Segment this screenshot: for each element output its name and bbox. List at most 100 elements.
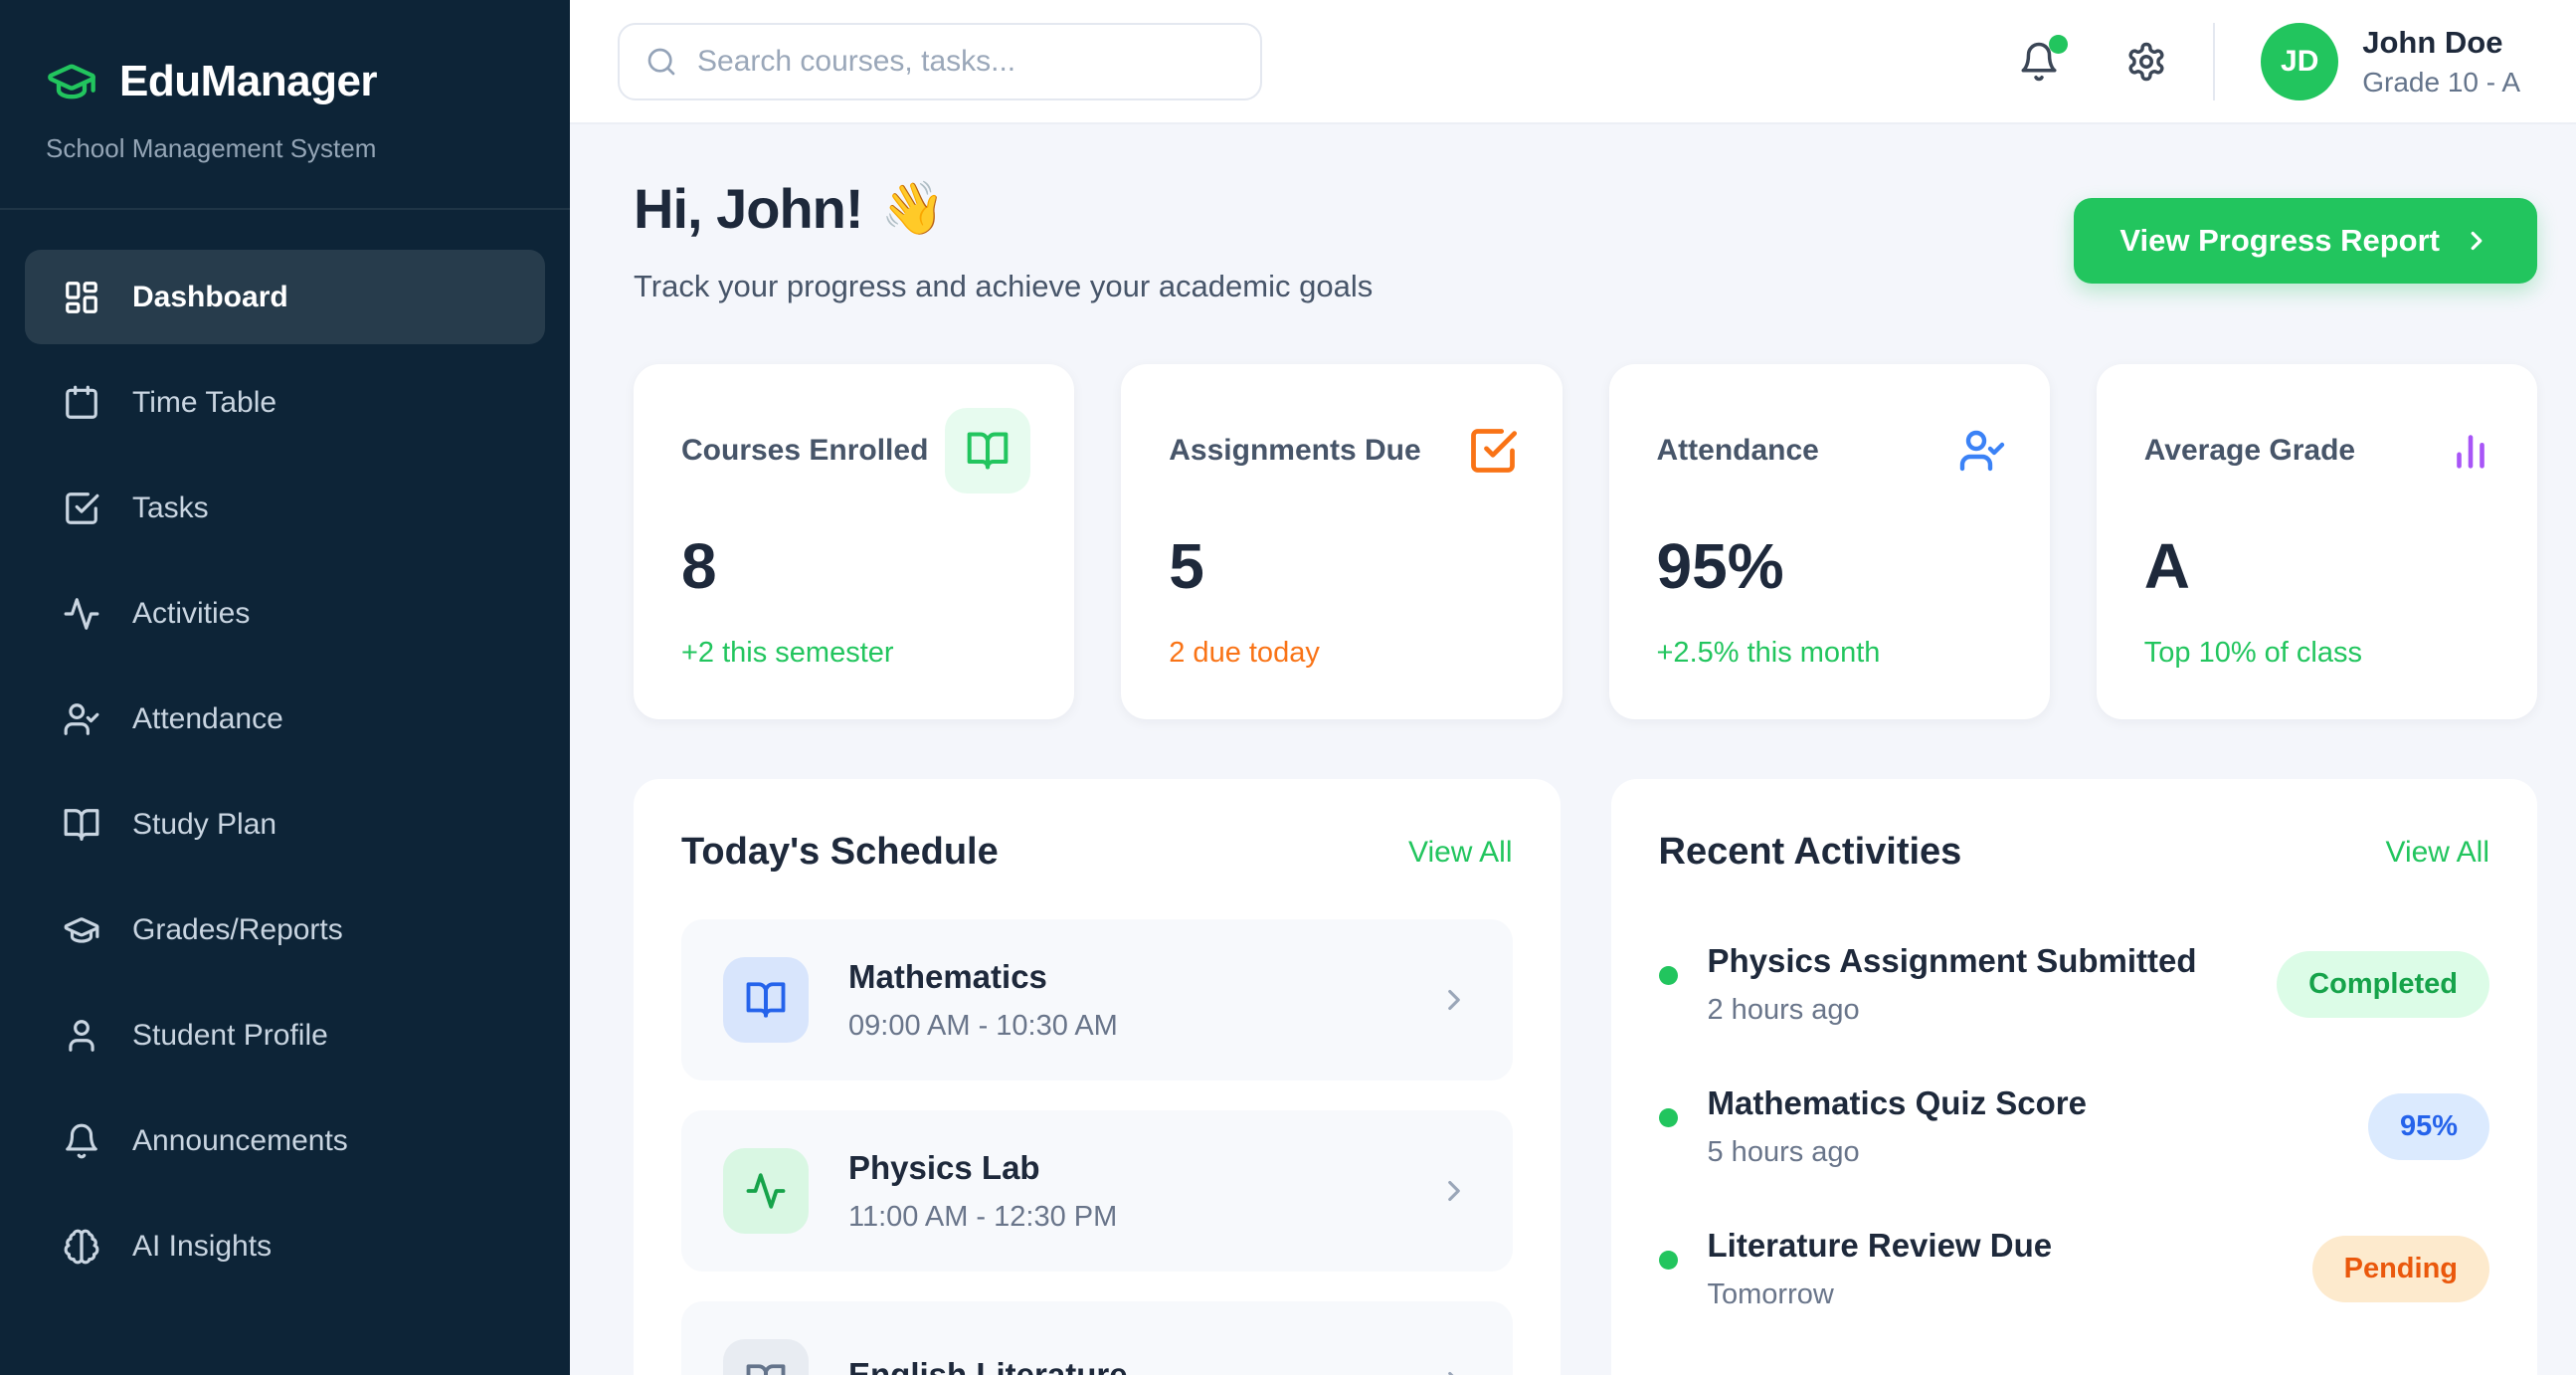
stat-note: +2.5% this month bbox=[1656, 637, 1881, 669]
search-icon bbox=[645, 46, 677, 78]
schedule-view-all-link[interactable]: View All bbox=[1407, 835, 1513, 869]
user-check-icon bbox=[63, 700, 100, 738]
schedule-item-time: 11:00 AM - 12:30 PM bbox=[848, 1200, 1118, 1233]
status-badge: Pending bbox=[2311, 1236, 2489, 1302]
activity-info: Literature Review Due Tomorrow bbox=[1708, 1227, 2283, 1311]
page-subtitle: Track your progress and achieve your aca… bbox=[634, 269, 1374, 303]
user-meta: John Doe Grade 10 - A bbox=[2362, 25, 2520, 98]
user-grade: Grade 10 - A bbox=[2362, 66, 2520, 98]
panel-title: Today's Schedule bbox=[681, 831, 999, 873]
schedule-item-english-literature[interactable]: English Literature bbox=[681, 1301, 1513, 1375]
sidebar-item-study-plan[interactable]: Study Plan bbox=[25, 777, 545, 872]
sidebar-item-dashboard[interactable]: Dashboard bbox=[25, 250, 545, 344]
activity-title: Physics Assignment Submitted bbox=[1707, 942, 2197, 979]
stat-note: Top 10% of class bbox=[2143, 637, 2362, 669]
stat-card-courses-enrolled: Courses Enrolled 8 +2 this semester bbox=[634, 364, 1075, 719]
activity-time: 5 hours ago bbox=[1707, 1136, 1860, 1168]
stat-value: 5 bbox=[1169, 530, 1204, 602]
topbar: JD John Doe Grade 10 - A bbox=[570, 0, 2576, 124]
settings-button[interactable] bbox=[2125, 41, 2167, 83]
user-check-icon bbox=[1958, 427, 2006, 475]
bell-icon bbox=[63, 1122, 100, 1160]
panel-title: Recent Activities bbox=[1658, 831, 1962, 873]
stat-value: A bbox=[2143, 530, 2190, 602]
activity-time: 2 hours ago bbox=[1707, 994, 1860, 1026]
activities-view-all-link[interactable]: View All bbox=[2385, 835, 2489, 869]
book-open-icon bbox=[723, 1339, 809, 1375]
book-open-icon bbox=[723, 957, 809, 1043]
avatar-initials: JD bbox=[2281, 44, 2319, 78]
activity-item-physics-assignment: Physics Assignment Submitted 2 hours ago… bbox=[1658, 913, 2489, 1056]
sidebar-item-activities[interactable]: Activities bbox=[25, 566, 545, 661]
stat-label: Attendance bbox=[1656, 434, 1819, 467]
sidebar-item-label: Attendance bbox=[132, 701, 283, 735]
activity-icon bbox=[723, 1148, 809, 1234]
sidebar-item-attendance[interactable]: Attendance bbox=[25, 672, 545, 766]
activity-title: Literature Review Due bbox=[1707, 1227, 2053, 1264]
activities-list: Physics Assignment Submitted 2 hours ago… bbox=[1658, 913, 2489, 1340]
activity-item-mathematics-quiz: Mathematics Quiz Score 5 hours ago 95% bbox=[1658, 1056, 2489, 1198]
sidebar-item-label: AI Insights bbox=[132, 1229, 273, 1263]
schedule-item-time: 09:00 AM - 10:30 AM bbox=[848, 1009, 1118, 1042]
user-icon bbox=[63, 1017, 100, 1055]
sidebar-item-grades-reports[interactable]: Grades/Reports bbox=[25, 883, 545, 977]
sidebar-item-tasks[interactable]: Tasks bbox=[25, 461, 545, 555]
schedule-item-title: Physics Lab bbox=[848, 1148, 1040, 1186]
stat-card-average-grade: Average Grade A Top 10% of class bbox=[2096, 364, 2537, 719]
status-dot bbox=[1658, 966, 1678, 985]
sidebar-item-label: Student Profile bbox=[132, 1018, 328, 1052]
stat-label: Courses Enrolled bbox=[681, 434, 929, 467]
stat-value: 8 bbox=[681, 530, 717, 602]
app-subtitle: School Management System bbox=[46, 133, 377, 163]
book-open-icon bbox=[63, 806, 100, 844]
stat-label: Average Grade bbox=[2143, 434, 2356, 467]
chevron-right-icon bbox=[1437, 1365, 1471, 1375]
sidebar-item-student-profile[interactable]: Student Profile bbox=[25, 988, 545, 1082]
sidebar-item-label: Announcements bbox=[132, 1123, 348, 1157]
sidebar-item-label: Activities bbox=[132, 596, 251, 630]
status-badge: Completed bbox=[2277, 951, 2489, 1018]
app-title: EduManager bbox=[119, 57, 378, 105]
activity-info: Physics Assignment Submitted 2 hours ago bbox=[1708, 942, 2248, 1027]
sidebar-item-label: Dashboard bbox=[132, 280, 288, 313]
sidebar-nav: Dashboard Time Table Tasks Activities At… bbox=[0, 210, 570, 1333]
stat-value: 95% bbox=[1656, 530, 1784, 602]
stat-cards: Courses Enrolled 8 +2 this semester Assi… bbox=[634, 364, 2537, 719]
activity-title: Mathematics Quiz Score bbox=[1707, 1084, 2087, 1121]
cta-label: View Progress Report bbox=[2119, 223, 2440, 258]
check-square-icon bbox=[63, 490, 100, 527]
avatar[interactable]: JD bbox=[2261, 22, 2339, 100]
stat-label: Assignments Due bbox=[1169, 434, 1421, 467]
schedule-item-physics-lab[interactable]: Physics Lab 11:00 AM - 12:30 PM bbox=[681, 1110, 1513, 1272]
status-dot bbox=[1658, 1251, 1678, 1270]
activity-time: Tomorrow bbox=[1707, 1278, 1834, 1310]
dashboard-content: Hi, John! 👋 Track your progress and achi… bbox=[570, 124, 2576, 1375]
brain-icon bbox=[63, 1228, 100, 1266]
graduation-cap-icon bbox=[63, 911, 100, 949]
stat-card-attendance: Attendance 95% +2.5% this month bbox=[1608, 364, 2050, 719]
notifications-button[interactable] bbox=[2018, 34, 2069, 83]
check-square-icon bbox=[1467, 425, 1519, 477]
activity-item-literature-review: Literature Review Due Tomorrow Pending bbox=[1658, 1198, 2489, 1340]
schedule-item-title: English Literature bbox=[848, 1356, 1128, 1375]
sidebar-item-label: Tasks bbox=[132, 491, 209, 524]
app-logo: EduManager School Management System bbox=[0, 0, 570, 210]
schedule-item-info: Mathematics 09:00 AM - 10:30 AM bbox=[848, 958, 1397, 1043]
sidebar-item-time-table[interactable]: Time Table bbox=[25, 355, 545, 450]
view-progress-report-button[interactable]: View Progress Report bbox=[2074, 198, 2537, 284]
search-input[interactable] bbox=[697, 44, 1234, 79]
panels-row: Today's Schedule View All Mathematics 09… bbox=[634, 779, 2537, 1375]
recent-activities-panel: Recent Activities View All Physics Assig… bbox=[1610, 779, 2537, 1375]
user-name: John Doe bbox=[2362, 24, 2503, 60]
sidebar-item-ai-insights[interactable]: AI Insights bbox=[25, 1199, 545, 1293]
wave-emoji: 👋 bbox=[880, 180, 946, 238]
sidebar-item-label: Study Plan bbox=[132, 807, 277, 841]
notification-dot bbox=[2049, 34, 2069, 54]
todays-schedule-panel: Today's Schedule View All Mathematics 09… bbox=[634, 779, 1561, 1375]
schedule-list: Mathematics 09:00 AM - 10:30 AM Physics … bbox=[681, 919, 1513, 1375]
sidebar-item-announcements[interactable]: Announcements bbox=[25, 1093, 545, 1188]
activity-info: Mathematics Quiz Score 5 hours ago bbox=[1708, 1084, 2338, 1169]
chevron-right-icon bbox=[1437, 983, 1471, 1017]
calendar-icon bbox=[63, 384, 100, 422]
schedule-item-mathematics[interactable]: Mathematics 09:00 AM - 10:30 AM bbox=[681, 919, 1513, 1080]
